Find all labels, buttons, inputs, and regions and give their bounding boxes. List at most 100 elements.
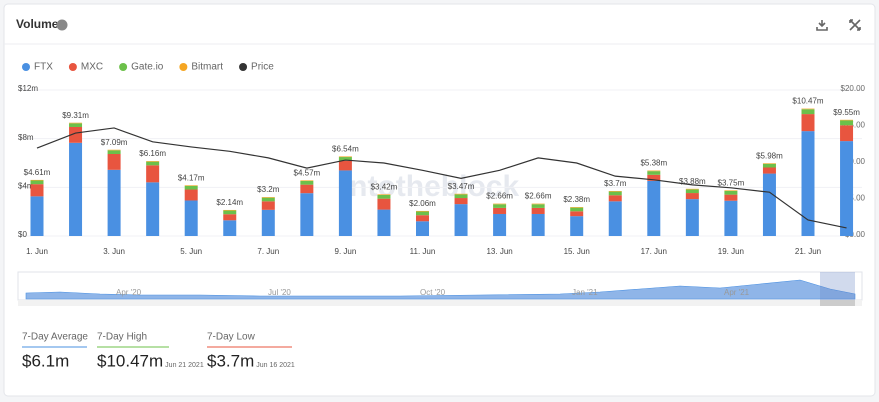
total-label: $3.75m [718,178,745,187]
bar-segment [647,170,661,172]
total-label: $7.09m [101,138,128,147]
bar-segment [300,181,314,185]
bar-segment [30,184,44,197]
x-tick-label: 17. Jun [641,247,667,256]
bar-segment [801,109,815,115]
legend-label: Price [251,62,274,73]
bar-segment [724,194,738,201]
bar-segment [184,200,198,236]
bar-segment [146,182,160,236]
bar-segment [377,194,391,195]
stat-label: 7-Day Low [207,332,256,343]
navigator-series [25,279,856,300]
bar-segment [608,190,622,192]
total-label: $3.88m [679,177,706,186]
bar-segment [300,180,314,182]
bar-segment [608,191,622,196]
navigator-label: Jul '20 [268,288,291,297]
bar-segment [647,171,661,175]
bar-segment [762,163,776,164]
legend-marker [239,63,248,71]
bar-segment [69,123,83,127]
total-label: $10.47m [792,97,823,106]
bar-segment [840,141,854,236]
bar-segment [762,167,776,174]
bar-segment [531,207,545,214]
bar-segment [261,197,275,198]
download-icon[interactable] [816,20,828,31]
stat-value: $3.7m [207,351,254,370]
bar-segment [416,211,429,216]
bar-segment [608,201,622,236]
bar-segment [223,220,237,236]
x-tick-label: 5. Jun [180,247,202,256]
bar-segment [107,149,121,151]
total-label: $3.42m [371,182,398,191]
price-line [36,127,847,229]
help-icon[interactable] [56,19,68,31]
bar-segment [531,204,545,208]
total-label: $6.54m [332,145,359,154]
bar-segment [762,173,776,236]
bar-segment [493,203,507,205]
x-tick-label: 1. Jun [26,247,48,256]
scrollbar[interactable] [18,300,862,306]
bar-segment [377,194,391,199]
bar-segment [647,174,661,181]
bar-segment [493,204,507,208]
stat-value: $6.1m [22,351,69,370]
y2-tick-label: $20.00 [841,84,866,93]
bar-segment [570,207,584,208]
bar-segment [184,185,198,186]
bar-segment [69,122,83,124]
bar-segment [69,126,83,143]
total-label: $9.31m [62,111,89,120]
bar-segment [416,210,429,212]
bar-segment [840,125,854,142]
scrollbar-thumb[interactable] [820,300,855,306]
stat-label: 7-Day Average [22,332,88,343]
x-tick-label: 9. Jun [335,247,357,256]
legend-marker [119,63,128,71]
total-label: $4.57m [294,169,321,178]
total-label: $5.98m [756,151,783,160]
bar-segment [261,201,275,210]
bar-segment [840,120,854,126]
bar-segment [69,142,83,236]
y-tick-label: $4m [18,181,34,190]
x-tick-label: 3. Jun [103,247,125,256]
bar-segment [184,189,198,201]
bar-segment [493,207,507,214]
bar-segment [724,190,738,191]
legend-marker [179,63,188,71]
x-tick-label: 15. Jun [564,247,590,256]
bar-segment [261,197,275,202]
bar-segment [531,213,545,236]
bar-segment [338,170,352,236]
legend-label: Gate.io [131,62,164,73]
total-label: $3.2m [257,185,280,194]
bar-segment [338,160,352,171]
bar-segment [261,209,275,236]
total-label: $9.55m [833,108,860,117]
navigator-selection[interactable] [820,272,855,300]
bar-segment [223,210,237,215]
legend-marker [68,63,77,71]
bar-segment [454,198,468,205]
bar-segment [377,198,391,210]
bar-segment [338,157,352,161]
total-label: $2.06m [409,199,436,208]
y-tick-label: $8m [18,133,34,142]
bar-segment [724,190,738,195]
bar-segment [647,180,661,236]
navigator-label: Oct '20 [420,288,446,297]
bar-segment [107,150,121,154]
expand-icon[interactable] [849,19,861,31]
bar-segment [840,119,854,121]
bar-segment [338,156,352,158]
stat-date: Jun 16 2021 [256,362,295,369]
bar-segment [107,153,121,170]
bar-segment [801,131,815,236]
bar-segment [146,161,160,166]
